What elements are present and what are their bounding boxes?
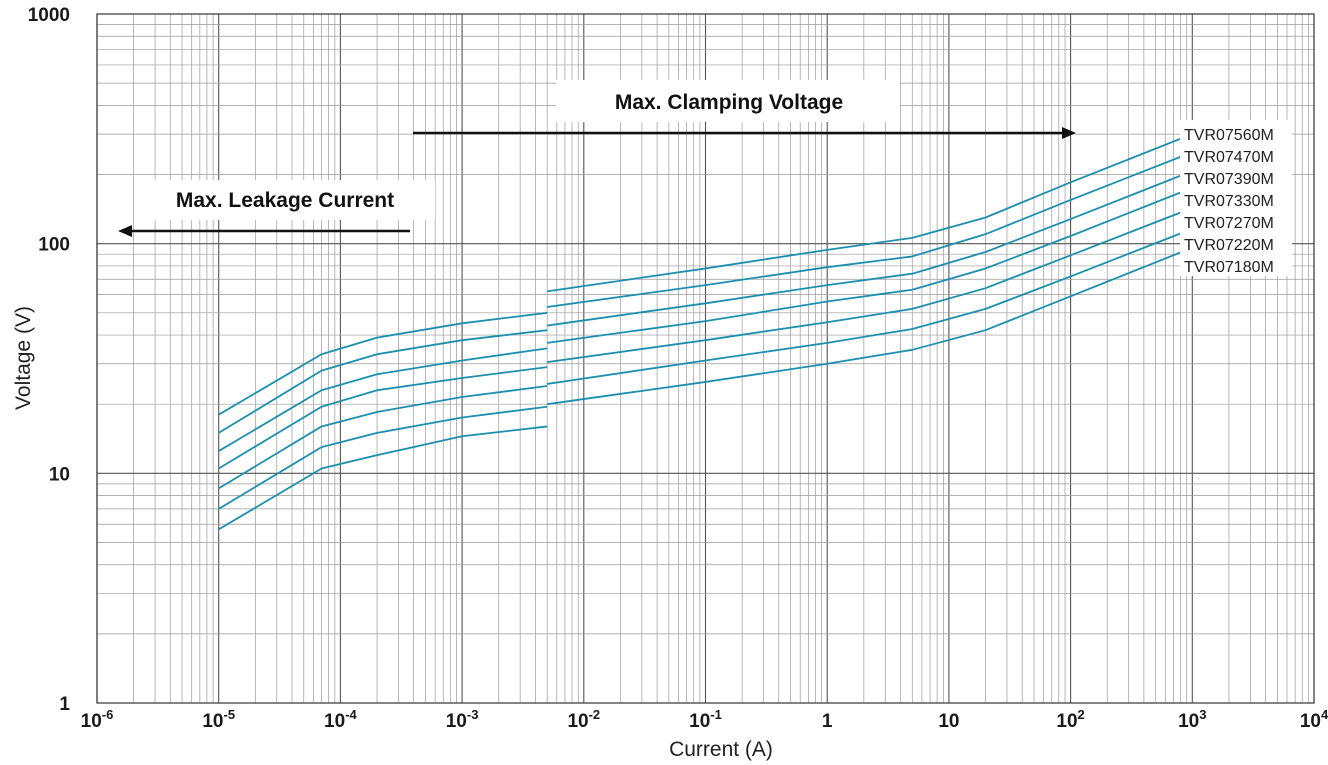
leakage-curve-TVR07390M bbox=[218, 347, 548, 452]
legend: TVR07560M TVR07470M TVR07390M TVR07330M TVR0… bbox=[1180, 120, 1292, 276]
x-tick-label: 10 bbox=[938, 711, 959, 732]
leakage-curve-TVR07470M bbox=[218, 329, 548, 434]
plot-frame bbox=[96, 13, 1315, 704]
y-tick-label: 1 bbox=[59, 694, 70, 715]
grid bbox=[96, 14, 1314, 704]
clamping-curve-TVR07270M bbox=[547, 207, 1193, 364]
leakage-annotation-text: Max. Leakage Current bbox=[176, 189, 394, 212]
y-tick-label: 1000 bbox=[28, 5, 70, 26]
clamping-curve-TVR07220M bbox=[547, 228, 1193, 385]
leakage-arrow-head bbox=[118, 225, 132, 237]
legend-label-TVR07270M: TVR07270M bbox=[1184, 215, 1274, 232]
y-axis-label: Voltage (V) bbox=[12, 306, 35, 410]
x-tick-label: 10-5 bbox=[202, 707, 235, 732]
leakage-curve-TVR07330M bbox=[218, 366, 548, 470]
legend-label-TVR07180M: TVR07180M bbox=[1184, 259, 1274, 276]
clamping-annotation-text: Max. Clamping Voltage bbox=[615, 91, 843, 114]
clamping-arrow-head bbox=[1062, 127, 1076, 139]
leakage-curve-TVR07270M bbox=[218, 385, 548, 490]
x-tick-label: 10-2 bbox=[567, 707, 600, 732]
x-tick-labels: 10-6 10-5 10-4 10-3 10-2 10-1 1 10 102 103 104 bbox=[81, 707, 1328, 732]
x-tick-label: 10-3 bbox=[446, 707, 479, 732]
series-lines bbox=[218, 133, 1193, 531]
leakage-curve-TVR07220M bbox=[218, 405, 548, 510]
y-tick-labels: 1 10 100 1000 bbox=[28, 5, 71, 715]
clamping-curve-TVR07470M bbox=[547, 151, 1193, 308]
clamping-curve-TVR07390M bbox=[547, 170, 1193, 327]
x-tick-label: 10-6 bbox=[81, 707, 114, 732]
x-tick-label: 104 bbox=[1300, 707, 1328, 732]
legend-label-TVR07390M: TVR07390M bbox=[1184, 171, 1274, 188]
legend-label-TVR07470M: TVR07470M bbox=[1184, 149, 1274, 166]
legend-label-TVR07220M: TVR07220M bbox=[1184, 237, 1274, 254]
clamping-curve-TVR07180M bbox=[547, 246, 1193, 406]
x-tick-label: 10-1 bbox=[689, 707, 722, 732]
legend-label-TVR07560M: TVR07560M bbox=[1184, 127, 1274, 144]
annotations: Max. Clamping Voltage Max. Leakage Curren… bbox=[118, 80, 1076, 237]
y-tick-label: 10 bbox=[49, 464, 70, 485]
x-tick-label: 102 bbox=[1056, 707, 1084, 732]
y-tick-label: 100 bbox=[38, 235, 70, 256]
clamping-curve-TVR07560M bbox=[547, 133, 1193, 293]
clamping-annotation-bg bbox=[556, 80, 900, 122]
leakage-annotation-bg bbox=[135, 180, 435, 220]
clamping-curve-TVR07330M bbox=[547, 187, 1193, 344]
legend-label-TVR07330M: TVR07330M bbox=[1184, 193, 1274, 210]
legend-background bbox=[1180, 120, 1292, 276]
x-tick-label: 103 bbox=[1178, 707, 1206, 732]
x-axis-label: Current (A) bbox=[669, 738, 773, 761]
x-tick-label: 1 bbox=[822, 711, 833, 732]
x-tick-label: 10-4 bbox=[324, 707, 357, 732]
leakage-curve-TVR07180M bbox=[218, 425, 548, 531]
leakage-curve-TVR07560M bbox=[218, 311, 548, 416]
